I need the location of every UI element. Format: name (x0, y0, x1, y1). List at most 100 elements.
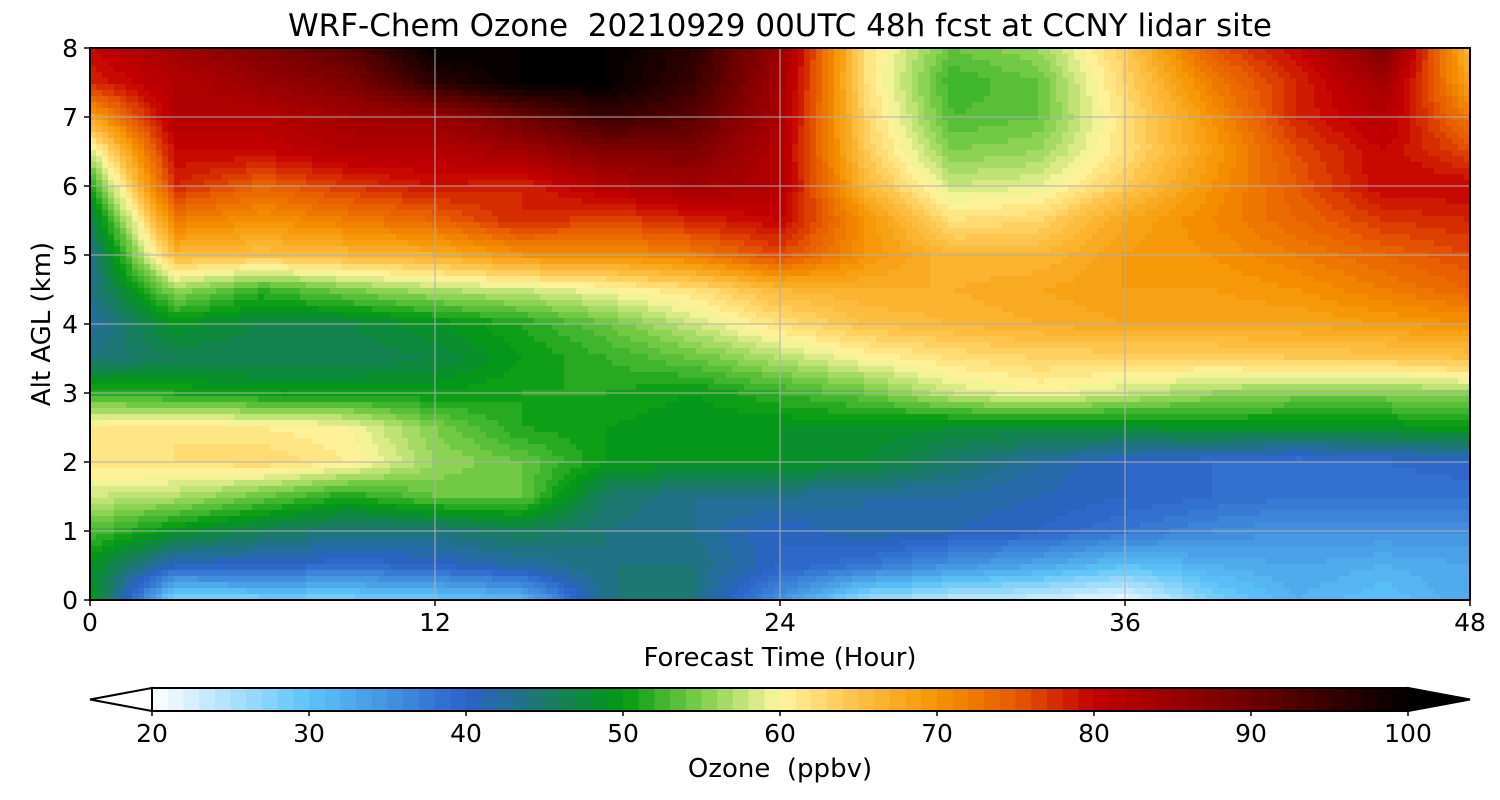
heatmap-cell (894, 168, 901, 175)
heatmap-cell (528, 84, 535, 91)
heatmap-cell (1080, 168, 1087, 175)
heatmap-cell (864, 150, 871, 157)
heatmap-cell (1260, 84, 1267, 91)
heatmap-cell (1164, 156, 1171, 163)
heatmap-cell (1356, 102, 1363, 109)
heatmap-cell (168, 174, 175, 181)
heatmap-cell (678, 66, 685, 73)
heatmap-cell (234, 174, 241, 181)
heatmap-cell (1290, 138, 1297, 145)
heatmap-cell (90, 102, 97, 109)
heatmap-cell (1032, 156, 1039, 163)
heatmap-cell (528, 48, 535, 55)
heatmap-cell (660, 102, 667, 109)
heatmap-cell (486, 126, 493, 133)
heatmap-cell (684, 60, 691, 67)
heatmap-cell (726, 72, 733, 79)
heatmap-cell (384, 48, 391, 55)
heatmap-cell (294, 102, 301, 109)
heatmap-cell (468, 72, 475, 79)
heatmap-cell (1026, 78, 1033, 85)
heatmap-cell (972, 138, 979, 145)
heatmap-cell (126, 72, 133, 79)
heatmap-cell (516, 96, 523, 103)
heatmap-cell (576, 96, 583, 103)
heatmap-cell (822, 72, 829, 79)
heatmap-cell (300, 144, 307, 151)
heatmap-cell (564, 60, 571, 67)
heatmap-cell (876, 48, 883, 55)
heatmap-cell (450, 54, 457, 61)
heatmap-cell (762, 150, 769, 157)
heatmap-cell (972, 120, 979, 127)
heatmap-cell (234, 108, 241, 115)
heatmap-cell (462, 108, 469, 115)
heatmap-cell (978, 126, 985, 133)
heatmap-cell (126, 108, 133, 115)
heatmap-cell (816, 138, 823, 145)
heatmap-cell (888, 48, 895, 55)
heatmap-cell (558, 168, 565, 175)
heatmap-cell (1284, 48, 1291, 55)
heatmap-cell (234, 138, 241, 145)
heatmap-cell (756, 138, 763, 145)
heatmap-cell (1422, 138, 1429, 145)
heatmap-cell (222, 156, 229, 163)
heatmap-cell (570, 102, 577, 109)
heatmap-cell (522, 156, 529, 163)
heatmap-cell (1332, 156, 1339, 163)
heatmap-cell (1314, 78, 1321, 85)
heatmap-cell (258, 102, 265, 109)
heatmap-cell (636, 132, 643, 139)
heatmap-cell (516, 66, 523, 73)
heatmap-cell (396, 120, 403, 127)
heatmap-cell (930, 132, 937, 139)
heatmap-cell (240, 60, 247, 67)
heatmap-cell (840, 84, 847, 91)
heatmap-cell (216, 78, 223, 85)
heatmap-cell (978, 102, 985, 109)
heatmap-cell (1326, 54, 1333, 61)
heatmap-cell (1218, 132, 1225, 139)
heatmap-cell (570, 84, 577, 91)
heatmap-cell (510, 174, 517, 181)
heatmap-cell (1374, 96, 1381, 103)
heatmap-cell (1266, 150, 1273, 157)
heatmap-cell (318, 96, 325, 103)
heatmap-cell (1068, 60, 1075, 67)
heatmap-cell (1146, 72, 1153, 79)
heatmap-cell (138, 60, 145, 67)
heatmap-cell (336, 132, 343, 139)
heatmap-cell (714, 102, 721, 109)
heatmap-cell (510, 132, 517, 139)
heatmap-cell (636, 150, 643, 157)
heatmap-cell (888, 162, 895, 169)
heatmap-cell (1020, 126, 1027, 133)
heatmap-cell (522, 78, 529, 85)
heatmap-cell (132, 96, 139, 103)
heatmap-cell (534, 66, 541, 73)
heatmap-cell (774, 156, 781, 163)
heatmap-cell (174, 126, 181, 133)
heatmap-cell (474, 66, 481, 73)
heatmap-cell (1086, 126, 1093, 133)
heatmap-cell (1152, 126, 1159, 133)
heatmap-cell (162, 84, 169, 91)
heatmap-cell (786, 66, 793, 73)
heatmap-cell (1374, 162, 1381, 169)
heatmap-cell (408, 66, 415, 73)
heatmap-cell (1164, 138, 1171, 145)
heatmap-cell (204, 96, 211, 103)
heatmap-cell (1410, 150, 1417, 157)
heatmap-cell (534, 54, 541, 61)
heatmap-cell (990, 168, 997, 175)
heatmap-cell (1056, 48, 1063, 55)
heatmap-cell (1116, 126, 1123, 133)
heatmap-cell (378, 126, 385, 133)
heatmap-cell (936, 54, 943, 61)
heatmap-cell (204, 132, 211, 139)
heatmap-cell (648, 132, 655, 139)
heatmap-cell (450, 96, 457, 103)
heatmap-cell (1254, 66, 1261, 73)
heatmap-cell (810, 60, 817, 67)
